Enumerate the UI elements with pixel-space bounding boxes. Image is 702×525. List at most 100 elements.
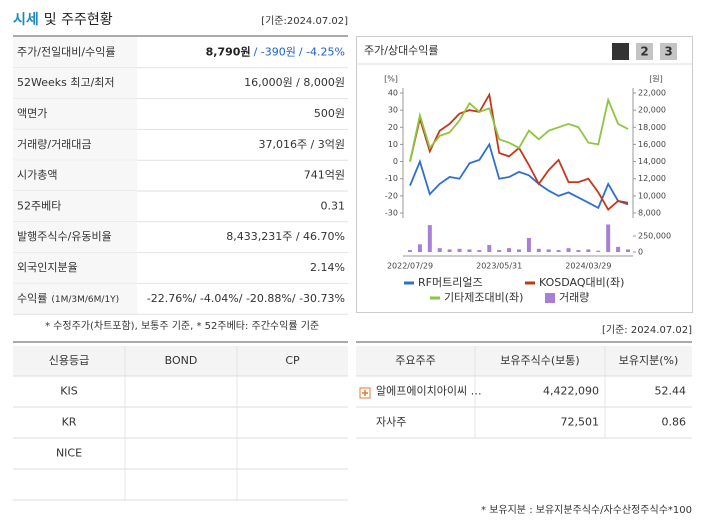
label-cell — [13, 37, 137, 68]
label-cell — [13, 221, 137, 253]
volume-bar — [447, 249, 452, 252]
volume-bar — [437, 248, 442, 252]
tab-button[interactable] — [660, 43, 677, 60]
y2-tick-label: 20,000 — [638, 106, 666, 115]
label: 거래량/거래대금 — [17, 138, 92, 151]
sublabel: (1M/3M/6M/1Y) — [51, 294, 119, 304]
volume-bar — [467, 249, 472, 252]
label: 액면가 — [17, 107, 47, 120]
label-cell — [13, 67, 137, 99]
y-tick-label: 0 — [393, 157, 398, 166]
volume-bar — [606, 224, 611, 252]
volume-bar — [536, 248, 541, 252]
series-line — [409, 142, 629, 210]
row-value: 8,433,231주 / 46.70% — [226, 230, 345, 243]
x-tick-label: 2022/07/29 — [387, 262, 433, 271]
cell: 0.86 — [662, 416, 687, 429]
cell: KR — [62, 416, 77, 429]
x-tick-label: 2023/05/31 — [476, 262, 522, 271]
row-label: 외국인지분율 — [17, 261, 78, 274]
header-row — [356, 346, 692, 376]
label-cell — [13, 160, 137, 191]
y2-tick-label: 16,000 — [638, 140, 666, 149]
y-tick-label: -30 — [385, 209, 398, 218]
title-rest: 및 주주현황 — [44, 12, 113, 28]
legend-label: RF머트리얼즈 — [418, 275, 483, 289]
legend-label: KOSDAQ대비(좌) — [539, 276, 624, 289]
label-cell — [13, 283, 137, 315]
label-cell — [13, 191, 137, 222]
row-value: 16,000원 / 8,000원 — [244, 76, 345, 89]
y-tick-label: 20 — [388, 123, 398, 132]
volume-bar — [408, 250, 412, 252]
row-label: 52Weeks 최고/최저 — [17, 76, 115, 89]
label-cell — [13, 252, 137, 284]
tab-button[interactable] — [636, 43, 653, 60]
volume-bar — [626, 249, 630, 252]
cell: 알에프에이치아이씨 … — [376, 384, 482, 398]
volume-bar — [517, 249, 521, 252]
y-tick-label: -20 — [385, 191, 398, 200]
label: 시가총액 — [17, 169, 57, 182]
cell: 52.44 — [655, 385, 687, 398]
volume-bar — [457, 248, 462, 252]
volume-bar — [477, 250, 482, 252]
volume-bar — [546, 249, 551, 252]
y-tick-label: -10 — [385, 174, 398, 183]
volume-bar — [507, 248, 512, 252]
volume-bar — [616, 246, 621, 252]
label: 52주베타 — [17, 199, 61, 212]
tab-button[interactable] — [612, 43, 629, 60]
row-value: 741억원 — [304, 169, 345, 182]
value-part: / -4.25% — [299, 45, 345, 58]
column-header: 신용등급 — [49, 354, 89, 367]
tab-label: 2 — [640, 45, 648, 59]
y2-tick-label: 8,000 — [638, 209, 661, 218]
volume-bar — [427, 225, 432, 252]
tab-label: 3 — [664, 45, 672, 59]
column-header: CP — [285, 354, 300, 367]
value-part: 8,790원 — [206, 44, 251, 58]
section-title: 시세 및 주주현황 — [13, 12, 113, 28]
cell: KIS — [60, 385, 77, 398]
column-header: 보유지분(%) — [619, 354, 679, 367]
row-value: 37,016주 / 3억원 — [258, 138, 345, 151]
y3-tick-label: 0 — [638, 248, 643, 257]
row-value: 2.14% — [310, 261, 345, 274]
row-label: 52주베타 — [17, 199, 61, 212]
volume-bar — [556, 250, 561, 252]
label-cell — [13, 129, 137, 161]
footnote: * 보유지분 : 보유지분주식수/자수산정주식수*100 — [481, 504, 692, 516]
volume-bar — [586, 249, 591, 252]
x-tick-label: 2024/03/29 — [565, 262, 611, 271]
volume-bar — [487, 244, 492, 252]
cell: NICE — [56, 447, 82, 460]
cell: 72,501 — [561, 416, 600, 429]
row-label: 수익률 (1M/3M/6M/1Y) — [17, 292, 119, 305]
legend-swatch — [545, 293, 555, 303]
volume-bar — [526, 237, 531, 252]
header-row — [13, 346, 348, 376]
y2-tick-label: 22,000 — [638, 89, 666, 98]
legend-label: 기타제조대비(좌) — [444, 291, 523, 304]
volume-bar — [596, 250, 601, 252]
label-cell — [13, 98, 137, 130]
series-line — [409, 96, 629, 162]
row-label: 시가총액 — [17, 169, 57, 182]
row-label: 발행주식수/유동비율 — [17, 230, 112, 243]
volume-bar — [497, 250, 502, 252]
tab-label: 1 — [616, 45, 624, 59]
y3-tick-label: 250,000 — [638, 232, 671, 241]
cell: 4,422,090 — [543, 385, 599, 398]
volume-bar — [566, 248, 571, 252]
y2-tick-label: 18,000 — [638, 123, 666, 132]
column-header: 보유주식수(보통) — [500, 354, 579, 367]
value-part: / -390원 — [254, 45, 296, 58]
label: 외국인지분율 — [17, 261, 78, 274]
label: 52Weeks 최고/최저 — [17, 76, 115, 89]
row-label: 거래량/거래대금 — [17, 138, 92, 151]
row-value: 8,790원 / -390원 / -4.25% — [206, 44, 345, 58]
column-header: 주요주주 — [395, 354, 435, 367]
chart-title: 주가/상대수익률 — [364, 44, 439, 57]
